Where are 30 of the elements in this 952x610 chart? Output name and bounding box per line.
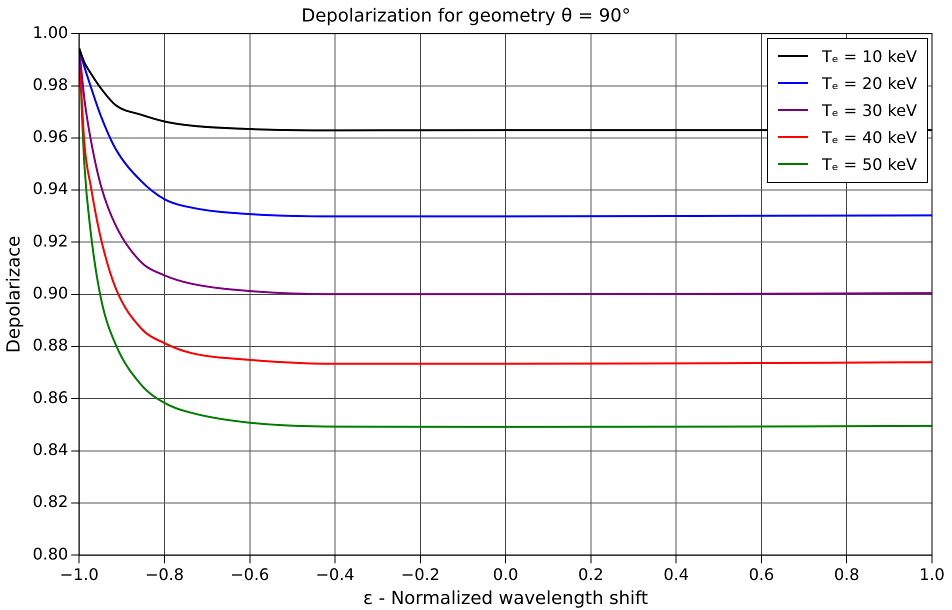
legend-label: Tₑ = 10 keV	[822, 46, 917, 66]
y-tick-label: 0.84	[32, 440, 68, 460]
x-tick-label: 0.4	[663, 564, 689, 584]
x-tick-label: −0.8	[145, 564, 184, 584]
x-tick-label: −0.4	[316, 564, 354, 584]
y-tick-label: 0.98	[32, 74, 68, 94]
x-tick-label: 0.0	[492, 564, 518, 584]
x-tick-label: 0.6	[748, 564, 774, 584]
x-axis-title: ε - Normalized wavelength shift	[363, 588, 648, 609]
x-tick-label: 1.0	[919, 564, 945, 584]
y-tick-label: 0.86	[32, 388, 68, 407]
x-tick-label: 0.8	[834, 564, 860, 584]
legend-label: Tₑ = 50 keV	[822, 154, 917, 174]
legend-label: Tₑ = 20 keV	[822, 74, 917, 93]
y-tick-label: 0.92	[32, 231, 68, 250]
x-tick-label: 0.2	[578, 564, 604, 584]
chart-title: Depolarization for geometry θ = 90°	[301, 5, 631, 26]
y-tick-label: 0.96	[32, 127, 68, 146]
y-axis-title: Depolarizace	[3, 236, 24, 354]
legend-label: Tₑ = 30 keV	[822, 100, 917, 120]
x-tick-label: −0.2	[400, 564, 440, 584]
y-tick-label: 0.82	[32, 492, 68, 512]
y-tick-label: 1.00	[32, 22, 68, 42]
y-tick-label: 0.90	[32, 284, 68, 303]
y-tick-label: 0.94	[32, 179, 68, 198]
y-tick-label: 0.88	[32, 336, 68, 355]
y-tick-label: 0.80	[32, 544, 68, 564]
legend-label: Tₑ = 40 keV	[822, 128, 917, 147]
x-tick-label: −0.6	[230, 564, 270, 584]
x-tick-label: −1.0	[60, 564, 99, 584]
